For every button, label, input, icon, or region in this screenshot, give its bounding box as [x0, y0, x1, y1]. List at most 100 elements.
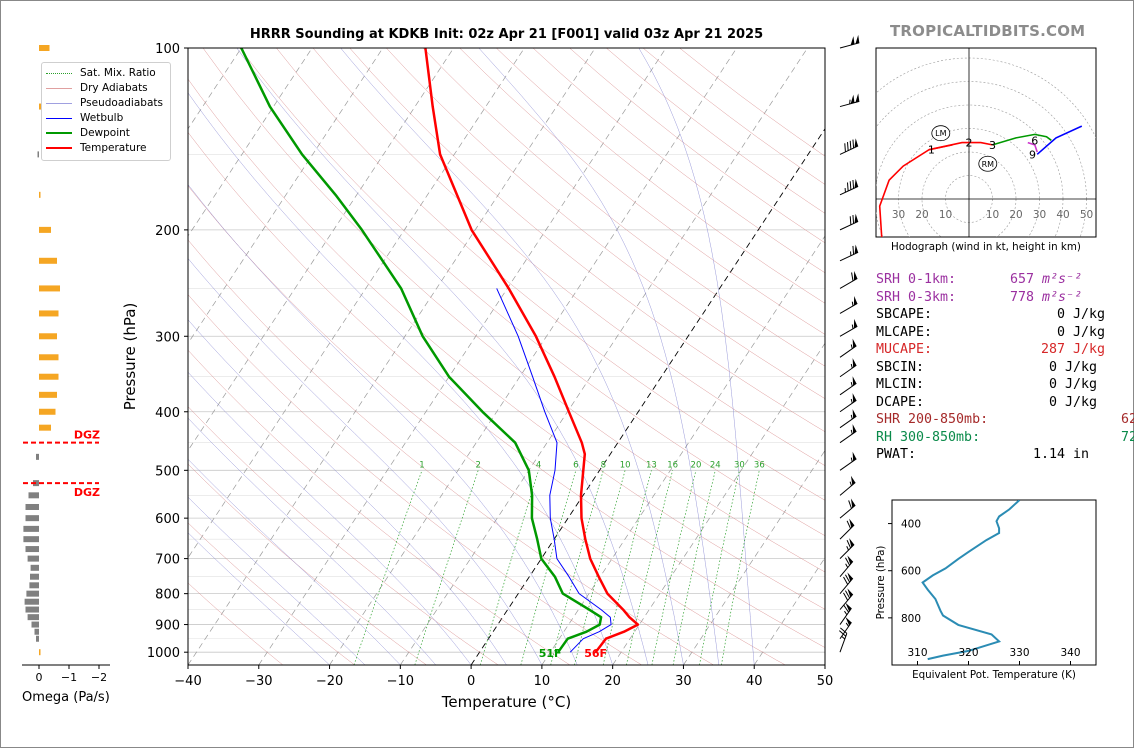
wind-barb-full [852, 179, 855, 189]
isotherm-line [612, 342, 825, 665]
omega-bar [37, 151, 39, 158]
hodograph-height-label: 9 [1029, 148, 1036, 161]
omega-bar [28, 492, 39, 499]
omega-bar [39, 424, 51, 431]
dry-adiabat-line [188, 185, 786, 665]
pseudoadiabat-line [188, 532, 330, 665]
wind-barb-half [850, 344, 853, 349]
wind-barb-flag [852, 358, 857, 368]
wind-barb-full [846, 520, 852, 529]
wind-barb-flag [850, 475, 856, 486]
pseudoadiabat-line [638, 48, 755, 665]
stat-row: SHR 200-850mb: 62 kt [876, 412, 1134, 427]
wind-barb [839, 34, 860, 49]
hodograph-speed-label: 20 [915, 209, 928, 221]
wind-barb-full [852, 214, 855, 224]
x-tick-label: −20 [316, 674, 343, 689]
omega-tick-label: −1 [61, 671, 77, 684]
hodograph-speed-label: 30 [1033, 209, 1046, 221]
dry-adiabat-line [312, 48, 825, 466]
theta-e-plot [921, 500, 1021, 661]
wind-barb-flag [854, 213, 859, 224]
omega-bar [36, 453, 39, 460]
dry-adiabat-line [188, 349, 571, 665]
hodograph-segment-6-9km [1027, 141, 1038, 153]
wind-barb [839, 271, 858, 289]
hodograph-plot: 1 2 3 69 LM RM 30 20 10 10 20 30 40 50 [876, 48, 1096, 237]
stat-label: RH 300-850mb: [876, 429, 981, 445]
hodograph-speed-label: 20 [1009, 209, 1022, 221]
stat-row: MLCIN: 0 J/kg [876, 377, 1097, 392]
pseudoadiabat-line [188, 417, 436, 665]
wind-barb [839, 588, 854, 610]
wind-barb [839, 318, 858, 337]
x-axis-label: Temperature (°C) [441, 693, 571, 711]
wind-barb-half [841, 635, 846, 640]
x-tick-label: 50 [817, 674, 834, 689]
wind-barb [839, 555, 854, 578]
wind-barb-staff [839, 278, 858, 289]
mixing-ratio-line [479, 470, 539, 665]
omega-bar [29, 582, 39, 589]
mixing-ratio-label: 2 [476, 460, 481, 470]
omega-bar [39, 649, 41, 656]
y-tick-label: 300 [155, 330, 180, 345]
dry-adiabat-line [188, 239, 714, 665]
wind-barb [839, 376, 857, 396]
stat-label: MLCAPE: [876, 324, 933, 340]
legend-item-temperature: Temperature [46, 141, 147, 155]
wind-barb [839, 138, 859, 155]
wind-barb-full [843, 576, 849, 585]
wind-barb [839, 409, 857, 429]
hodograph-segment-1-3km [928, 141, 993, 151]
wind-barb-full [851, 272, 854, 282]
wind-barb-full [849, 216, 852, 225]
mixing-ratio-line [574, 470, 626, 665]
mixing-ratio-line [550, 470, 604, 665]
wind-barb-staff [839, 633, 848, 653]
wind-barb-half [850, 429, 853, 435]
wind-barb-flag [855, 93, 860, 103]
stat-row: RH 300-850mb: 72 % [876, 429, 1134, 445]
wind-barb-staff [839, 145, 859, 155]
wind-barb-staff [839, 578, 854, 594]
hodograph-speed-label: 10 [986, 209, 999, 221]
mixing-ratio-line [353, 470, 423, 665]
pseudoadiabat-line [188, 184, 578, 665]
wind-barb-staff [839, 593, 854, 610]
isotherm-line [683, 449, 825, 665]
x-tick-label: −30 [245, 674, 272, 689]
legend-item-pseudoadiabats: Pseudoadiabats [46, 96, 163, 110]
wind-barb-half [851, 301, 854, 307]
wind-barb-half [850, 363, 853, 369]
stat-value: 657 m²s⁻² [1010, 272, 1083, 287]
wind-barb [839, 572, 854, 594]
storm-motion-marker [978, 155, 998, 172]
wind-barb-full [849, 140, 852, 150]
stat-label: DCAPE: [876, 394, 925, 410]
wind-barb-staff [839, 382, 857, 396]
wind-barb-staff [839, 325, 858, 337]
pseudoadiabat-line [188, 319, 507, 665]
stat-row: MUCAPE: 287 J/kg [876, 342, 1105, 357]
wind-barb [839, 616, 852, 640]
omega-bar [39, 310, 59, 317]
wind-barb-half [850, 414, 853, 420]
wind-barb-flag [853, 296, 858, 306]
pseudoadiabat-line [340, 48, 684, 665]
isotherm-line [0, 48, 29, 665]
pseudoadiabat-line [236, 48, 649, 665]
hodograph-speed-label: 30 [892, 209, 905, 221]
wind-barb-half [850, 398, 853, 404]
stat-label: SRH 0-3km: [876, 289, 957, 305]
y-tick-label: 500 [155, 464, 180, 479]
wind-barb-staff [839, 607, 852, 625]
wind-barb-flag [853, 318, 858, 329]
mixing-ratio-label: 1 [419, 460, 424, 470]
y-tick-label: 900 [155, 619, 180, 634]
mixing-ratio-line [626, 470, 674, 665]
omega-bar [27, 555, 39, 562]
wind-barb-staff [839, 303, 858, 314]
wind-barb-full [843, 592, 849, 601]
wind-barb-half [849, 99, 851, 105]
